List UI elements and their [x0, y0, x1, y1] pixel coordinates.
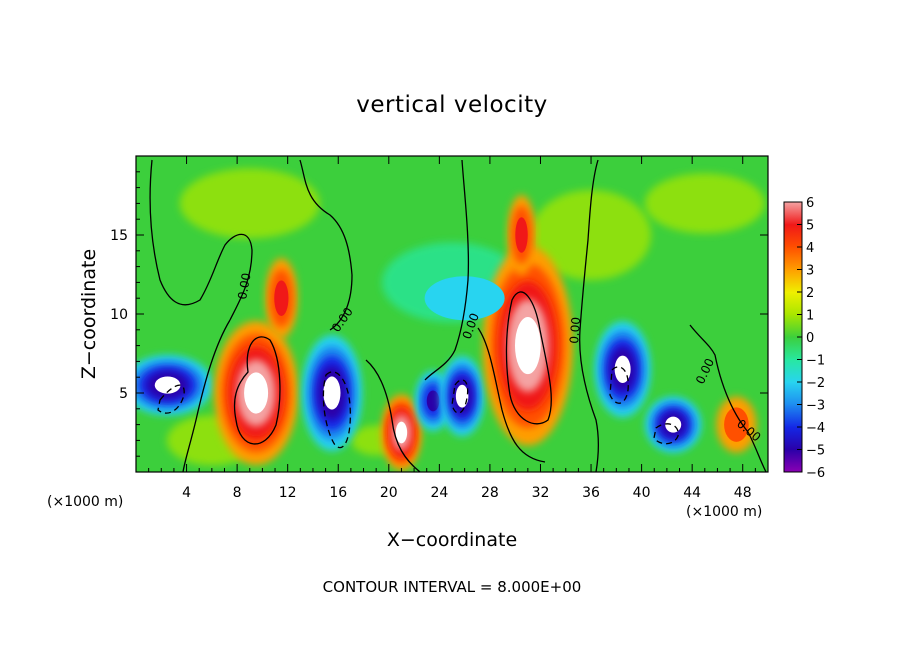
colorbar-segment — [784, 314, 802, 338]
field-cell — [514, 317, 541, 375]
contour-line — [424, 159, 470, 381]
colorbar-segment — [784, 382, 802, 405]
x-axis-label: X−coordinate — [387, 529, 517, 551]
x-tick-label: 4 — [182, 485, 191, 501]
contour-label: 0.00 — [567, 316, 583, 344]
contour-line — [579, 159, 599, 472]
contour-line — [451, 379, 469, 414]
field-cell — [395, 421, 408, 444]
contour-line — [477, 327, 546, 463]
field-cell — [274, 280, 289, 316]
colorbar-label: 0 — [806, 331, 814, 346]
chart-title: vertical velocity — [356, 92, 547, 118]
x-unit-left: (×1000 m) — [47, 494, 123, 510]
x-tick-label: 16 — [329, 485, 347, 501]
contour-line — [609, 366, 629, 404]
x-tick-label: 28 — [481, 485, 499, 501]
contour-line — [689, 324, 767, 472]
x-unit-right: (×1000 m) — [686, 504, 762, 520]
contour-line — [233, 336, 281, 445]
colorbar-segment — [784, 247, 802, 270]
x-tick-label: 48 — [734, 485, 752, 501]
colorbar-label: 1 — [806, 309, 814, 324]
x-tick-label: 44 — [683, 485, 701, 501]
contour-line — [505, 291, 552, 425]
field-cell — [724, 407, 749, 442]
colorbar-label: −6 — [806, 466, 825, 481]
colorbar-label: 6 — [806, 196, 814, 211]
y-axis-label: Z−coordinate — [78, 249, 100, 379]
colorbar-label: 2 — [806, 286, 814, 301]
contour-line — [157, 384, 185, 414]
colorbar-label: 4 — [806, 241, 814, 256]
colorbar-segment — [784, 404, 802, 428]
x-tick-label: 36 — [582, 485, 600, 501]
colorbar-segment — [784, 337, 802, 360]
colorbar-label: −2 — [806, 376, 825, 391]
field-cell — [515, 217, 528, 253]
x-tick-label: 24 — [430, 485, 448, 501]
contour-line — [149, 159, 253, 321]
contour-line — [322, 371, 351, 449]
x-tick-label: 20 — [380, 485, 398, 501]
field-region — [644, 173, 765, 234]
field-cell — [154, 376, 181, 394]
field-cell — [426, 390, 440, 412]
x-axis: 4 8 12 16 20 24 28 32 36 40 44 48 — [148, 156, 756, 501]
field-cell — [244, 372, 269, 414]
colorbar-segment — [784, 359, 802, 383]
colorbar-segment — [784, 292, 802, 315]
plot-area — [136, 156, 768, 472]
colorbar-segment — [784, 427, 802, 450]
y-axis: 5 10 15 — [110, 171, 768, 457]
contour-line — [182, 319, 231, 472]
y-tick-label: 10 — [110, 307, 128, 323]
y-tick-label: 5 — [119, 386, 128, 402]
colorbar-label: −4 — [806, 421, 825, 436]
x-tick-label: 12 — [279, 485, 297, 501]
contour-line — [299, 159, 353, 331]
colorbar-segment — [784, 202, 802, 225]
y-tick-label: 15 — [110, 228, 128, 244]
contour-interval-note: CONTOUR INTERVAL = 8.000E+00 — [323, 578, 582, 596]
colorbar-label: −3 — [806, 399, 825, 414]
field-cell — [323, 376, 341, 410]
colorbar-label: 5 — [806, 219, 814, 234]
field-region — [531, 190, 652, 280]
colorbar-segment — [784, 449, 802, 473]
contour-line — [365, 359, 421, 472]
colorbar-label: 3 — [806, 264, 814, 279]
field-cell — [665, 416, 682, 433]
contour-label: 0.00 — [235, 272, 253, 301]
colorbar: 6 5 4 3 2 1 0 −1 −2 −3 −4 −5 −6 — [783, 196, 825, 481]
field-region — [179, 168, 320, 239]
zero-contours — [149, 159, 767, 472]
colorbar-label: −1 — [806, 354, 825, 369]
colorbar-segment — [784, 224, 802, 248]
contour-line — [653, 423, 679, 445]
colorbar-label: −5 — [806, 444, 825, 459]
x-tick-label: 8 — [233, 485, 242, 501]
colorbar-segment — [784, 269, 802, 293]
field-cell — [455, 384, 469, 408]
velocity-field — [136, 168, 765, 471]
x-tick-label: 40 — [633, 485, 651, 501]
x-tick-label: 32 — [532, 485, 550, 501]
field-cell — [424, 276, 505, 321]
